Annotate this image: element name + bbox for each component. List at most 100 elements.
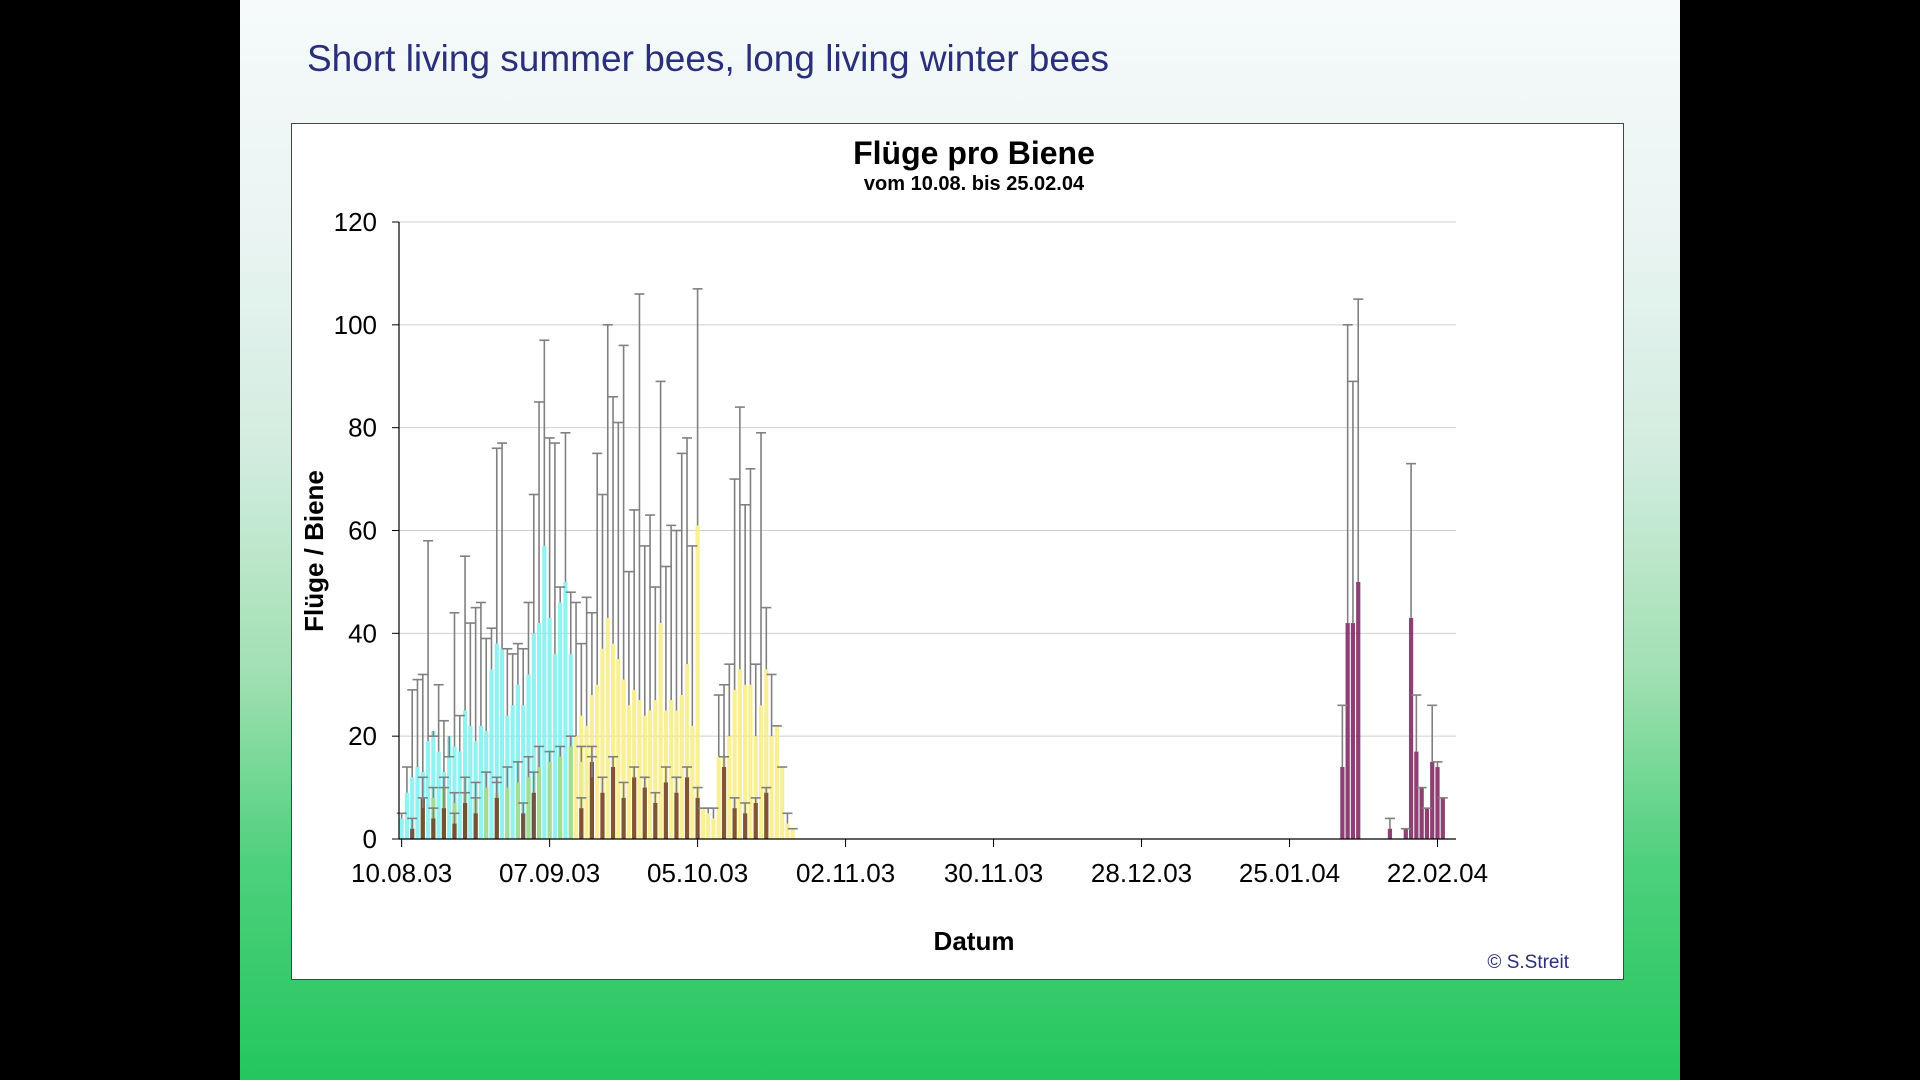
- bar: [653, 700, 658, 839]
- bar: [1356, 581, 1361, 839]
- bar: [552, 653, 558, 839]
- bar: [441, 808, 447, 839]
- bar: [1340, 767, 1345, 839]
- bar: [1414, 751, 1419, 839]
- bar: [595, 684, 600, 839]
- bar: [573, 736, 579, 839]
- bar: [610, 767, 616, 839]
- bar: [462, 710, 468, 839]
- bar: [1424, 808, 1430, 839]
- bar: [547, 617, 552, 839]
- bar: [558, 602, 563, 839]
- bar: [764, 792, 769, 839]
- bar: [764, 669, 769, 839]
- bar: [536, 623, 542, 839]
- bar: [425, 741, 431, 839]
- bar: [647, 710, 653, 839]
- bar: [732, 689, 737, 839]
- bar: [515, 782, 521, 839]
- x-tick-label: 22.02.04: [1387, 858, 1488, 888]
- x-tick-label: 28.12.03: [1091, 858, 1192, 888]
- axes-layer: 0 20 40 60 80 100 120 10.08.03 07.09.03 05.10.03 0…: [334, 207, 1489, 888]
- x-axis-title: Datum: [934, 926, 1015, 956]
- y-axis-title: Flüge / Biene: [299, 470, 329, 632]
- bar: [521, 705, 526, 839]
- bar: [600, 792, 605, 839]
- bar: [605, 617, 610, 839]
- bar: [589, 761, 595, 839]
- bar: [732, 808, 737, 839]
- bar: [690, 725, 695, 839]
- bar: [748, 684, 753, 839]
- bar: [542, 545, 547, 839]
- bar: [743, 813, 748, 839]
- bar: [785, 823, 790, 839]
- x-tick-label: 10.08.03: [351, 858, 452, 888]
- bar: [663, 782, 669, 839]
- bar: [484, 787, 489, 839]
- bar: [521, 813, 526, 839]
- bar: [404, 792, 410, 839]
- bar: [1440, 797, 1445, 839]
- bar: [452, 823, 457, 839]
- bar: [536, 767, 542, 839]
- bar: [1408, 617, 1414, 839]
- bar: [1387, 828, 1393, 839]
- bar: [478, 725, 484, 839]
- bar: [774, 725, 779, 839]
- bar: [653, 803, 658, 839]
- bar: [780, 767, 785, 839]
- copyright-notice: © S.Streit: [1487, 952, 1569, 973]
- bar: [669, 700, 674, 839]
- bar: [558, 756, 563, 839]
- bar: [684, 777, 690, 839]
- y-tick-label: 60: [348, 516, 377, 546]
- bar: [431, 818, 436, 839]
- bar: [626, 705, 632, 839]
- bar: [494, 643, 499, 839]
- bar: [621, 679, 626, 839]
- bar: [695, 525, 700, 839]
- bar: [579, 808, 584, 839]
- bar: [526, 777, 531, 839]
- bar: [706, 813, 711, 839]
- bar: [494, 797, 499, 839]
- bar: [684, 664, 690, 839]
- bar: [468, 725, 473, 839]
- bar: [753, 803, 758, 839]
- bar: [758, 705, 764, 839]
- bar: [674, 710, 679, 839]
- bar: [431, 731, 436, 839]
- x-tick-label: 30.11.03: [944, 858, 1043, 888]
- bar: [1345, 623, 1350, 839]
- bar: [637, 700, 642, 839]
- bar: [1403, 828, 1408, 839]
- bar: [711, 818, 716, 839]
- bar: [721, 767, 727, 839]
- bar: [436, 751, 441, 839]
- bar: [457, 751, 462, 839]
- y-tick-label: 0: [363, 824, 377, 854]
- bar: [584, 725, 589, 839]
- bar: [505, 787, 510, 839]
- bar: [679, 695, 684, 839]
- chart-title: Flüge pro Biene: [853, 135, 1095, 171]
- bar: [674, 792, 679, 839]
- bar: [579, 715, 584, 839]
- bar: [531, 633, 536, 839]
- bar: [1350, 623, 1356, 839]
- bar: [462, 803, 468, 839]
- bar: [616, 659, 621, 839]
- bar: [410, 828, 415, 839]
- y-tick-label: 40: [348, 618, 377, 648]
- bar: [743, 684, 748, 839]
- bar: [489, 669, 494, 839]
- chart-svg: 0 20 40 60 80 100 120 10.08.03 07.09.03 05.10.03 0…: [299, 135, 1489, 956]
- bar: [727, 736, 732, 839]
- bar: [447, 736, 452, 839]
- x-tick-label: 02.11.03: [796, 858, 895, 888]
- bar: [700, 808, 706, 839]
- y-tick-label: 80: [348, 413, 377, 443]
- x-tick-label: 25.01.04: [1239, 858, 1340, 888]
- x-tick-label: 05.10.03: [647, 858, 748, 888]
